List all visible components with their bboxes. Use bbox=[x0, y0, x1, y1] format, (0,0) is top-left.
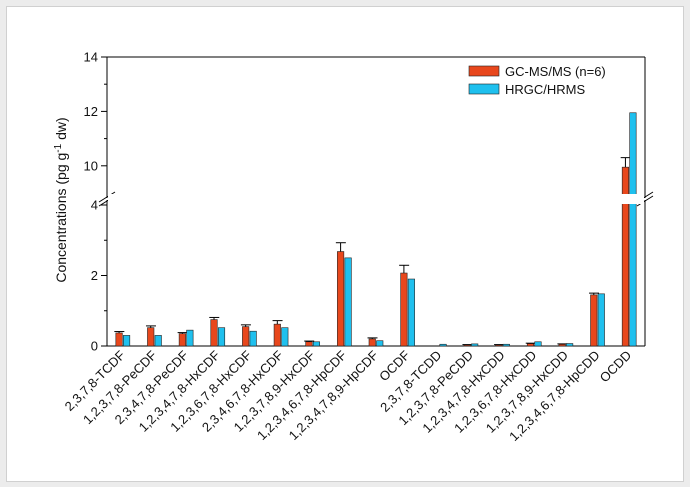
bar-gcmsms bbox=[368, 338, 376, 347]
bar-gcmsms bbox=[463, 344, 471, 347]
x-tick-label: OCDD bbox=[597, 348, 635, 386]
bar-hrgc-hrms bbox=[123, 335, 131, 347]
bar-gcmsms bbox=[242, 326, 250, 347]
bar-hrgc-hrms bbox=[186, 329, 194, 347]
legend-label-gcmsms: GC-MS/MS (n=6) bbox=[505, 64, 606, 79]
bar-hrgc-hrms bbox=[249, 330, 257, 347]
bar-hrgc-hrms bbox=[502, 343, 510, 347]
bar-hrgc-hrms bbox=[534, 341, 542, 347]
axis-break-gap bbox=[108, 194, 644, 204]
bar-gcmsms bbox=[558, 343, 566, 347]
bar-gcmsms bbox=[147, 327, 155, 347]
bar-gcmsms bbox=[495, 344, 503, 347]
bar-hrgc-hrms bbox=[312, 341, 321, 347]
y-tick-label: 2 bbox=[91, 268, 98, 283]
bar-gcmsms bbox=[400, 272, 408, 347]
axis-break-mark-left-upper bbox=[98, 191, 116, 203]
bar-gcmsms bbox=[590, 294, 598, 347]
y-tick-label: 12 bbox=[84, 104, 98, 119]
chart-panel: 0 2 4 10 12 14 Concentrations (pg g-1 dw) 2,3,7… bbox=[6, 6, 684, 482]
bar-hrgc-hrms bbox=[597, 293, 605, 347]
bar-gcmsms bbox=[526, 343, 535, 347]
bar-gcmsms bbox=[621, 166, 629, 347]
bar-hrgc-hrms bbox=[376, 340, 384, 347]
y-tick-label: 4 bbox=[91, 198, 98, 213]
bar-gcmsms bbox=[115, 332, 123, 347]
bar-gcmsms bbox=[210, 319, 218, 347]
bar-hrgc-hrms bbox=[629, 112, 637, 347]
y-tick-label: 14 bbox=[84, 50, 98, 65]
legend-swatch-gcmsms bbox=[468, 65, 500, 77]
bar-gcmsms bbox=[273, 323, 281, 347]
y-axis-label: Concentrations (pg g-1 dw) bbox=[53, 117, 70, 282]
legend-swatch-hrgc-hrms bbox=[468, 83, 500, 95]
bar-hrgc-hrms bbox=[407, 278, 415, 347]
y-tick-label: 10 bbox=[84, 158, 98, 173]
bar-hrgc-hrms bbox=[154, 335, 162, 347]
legend-label-hrgc-hrms: HRGC/HRMS bbox=[505, 82, 585, 97]
bar-gcmsms bbox=[178, 333, 186, 347]
bar-hrgc-hrms bbox=[344, 257, 352, 347]
y-tick-label: 0 bbox=[91, 339, 98, 354]
bar-hrgc-hrms bbox=[281, 327, 289, 347]
bar-hrgc-hrms bbox=[566, 343, 574, 347]
bar-hrgc-hrms bbox=[439, 343, 447, 347]
bar-hrgc-hrms bbox=[471, 343, 479, 347]
bar-hrgc-hrms bbox=[217, 327, 226, 347]
bar-gcmsms bbox=[337, 251, 345, 347]
axis-break-mark-right-lower bbox=[636, 195, 654, 207]
bar-gcmsms bbox=[305, 341, 313, 347]
